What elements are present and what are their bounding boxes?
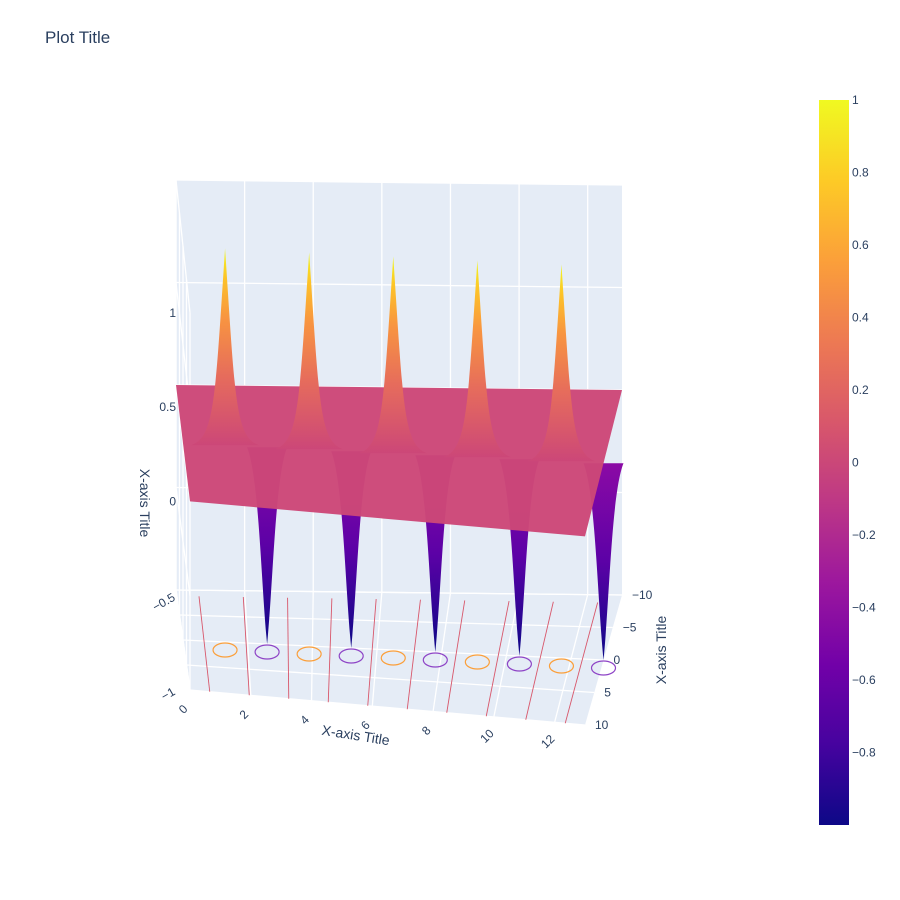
colorbar-tick-label: 0 xyxy=(852,456,859,470)
zero-contour-line xyxy=(525,601,554,720)
surface-plane xyxy=(176,385,622,537)
side-gridline-z xyxy=(175,179,191,313)
y-tick-label: 0 xyxy=(614,653,621,667)
x-tick-label: 2 xyxy=(237,707,252,722)
colorbar-ticks: 1 0.8 0.6 0.4 0.2 0 −0.2 −0.4 −0.6 −0.8 xyxy=(852,93,876,760)
y-tick-label: 5 xyxy=(604,686,611,700)
colorbar-tick-label: 1 xyxy=(852,93,859,107)
peak xyxy=(359,256,428,454)
trough-contour xyxy=(254,644,280,660)
trough xyxy=(583,463,624,660)
back-gridline-z xyxy=(175,281,623,289)
colorbar xyxy=(819,100,849,825)
peak-contour xyxy=(464,654,490,670)
floor-gridline-y xyxy=(186,664,595,694)
trough-contour xyxy=(338,648,364,664)
peak-marks xyxy=(191,248,596,462)
zero-contour-line xyxy=(406,599,421,710)
z-tick-label: −1 xyxy=(159,684,178,703)
zero-contour-line xyxy=(287,597,290,699)
z-tick-label: −0.5 xyxy=(150,590,178,614)
peak-contour xyxy=(212,642,238,658)
zero-contour-line xyxy=(198,596,211,692)
z-tick-label: 0 xyxy=(169,494,176,508)
y-tick-label: −10 xyxy=(632,588,653,602)
colorbar-tick-label: 0.8 xyxy=(852,166,869,180)
colorbar-tick-label: 0.2 xyxy=(852,383,869,397)
y-tick-label: −5 xyxy=(623,621,637,635)
z-tick-label: 0.5 xyxy=(159,400,176,414)
x-tick-label: 8 xyxy=(419,723,434,738)
back-gridline-z xyxy=(175,179,623,186)
zero-contour-line xyxy=(367,599,377,706)
trough-contour xyxy=(506,656,533,672)
x-tick-label: 4 xyxy=(297,712,312,727)
trough-contour xyxy=(590,660,617,676)
back-gridline-z xyxy=(175,589,623,596)
zero-contour-line xyxy=(564,602,599,724)
zero-contour-line xyxy=(485,601,510,717)
y-tick-label: 10 xyxy=(595,718,609,732)
trough-contour xyxy=(422,652,448,668)
colorbar-tick-label: 0.6 xyxy=(852,238,869,252)
z-axis-title: X-axis Title xyxy=(137,469,153,538)
colorbar-tick-label: −0.2 xyxy=(852,528,876,542)
peak xyxy=(443,260,512,458)
colorbar-tick-label: −0.6 xyxy=(852,673,876,687)
zero-contour-line xyxy=(327,598,333,703)
x-tick-label: 0 xyxy=(176,702,191,717)
x-axis-title: X-axis Title xyxy=(321,722,391,749)
x-tick-label: 12 xyxy=(538,732,558,752)
colorbar-tick-label: −0.8 xyxy=(852,746,876,760)
peak xyxy=(275,252,344,450)
y-axis-title: X-axis Title xyxy=(653,616,669,685)
peak xyxy=(191,248,260,446)
side-gridline-z xyxy=(175,487,191,596)
zero-plane xyxy=(176,385,622,537)
colorbar-tick-label: 0.4 xyxy=(852,311,869,325)
z-tick-label: 1 xyxy=(169,306,176,320)
zero-contour-line xyxy=(446,600,466,713)
peak-contour xyxy=(380,650,406,666)
peak-contour xyxy=(296,646,322,662)
colorbar-tick-label: −0.4 xyxy=(852,601,876,615)
side-gridline-z xyxy=(175,589,191,691)
projected-contours xyxy=(198,596,617,724)
chart-title: Plot Title xyxy=(45,28,111,47)
floor-gridline-y xyxy=(179,614,613,629)
zero-contour-line xyxy=(242,596,250,696)
floor-gridline-y xyxy=(189,689,586,726)
peak-contour xyxy=(548,658,575,674)
x-tick-label: 10 xyxy=(477,726,497,746)
peak xyxy=(527,264,596,462)
floor-gridline-y xyxy=(182,639,604,661)
